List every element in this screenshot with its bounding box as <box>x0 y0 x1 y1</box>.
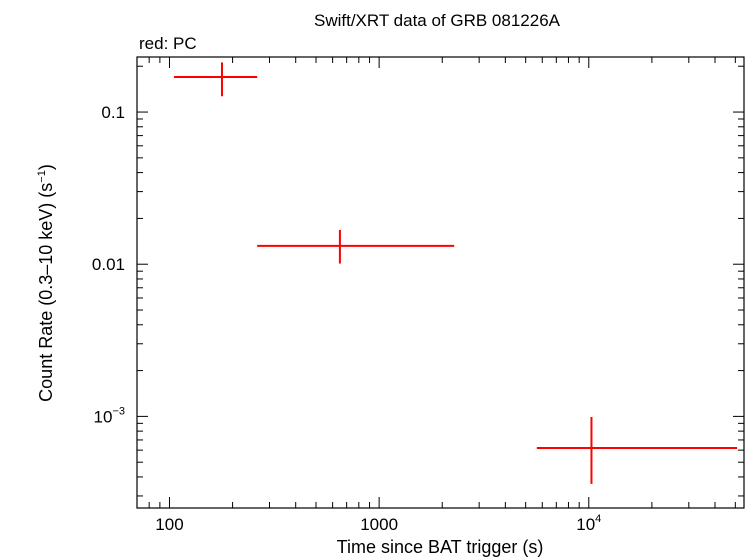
y-tick-label: 10−3 <box>94 405 125 426</box>
y-tick-label: 0.1 <box>101 103 125 122</box>
y-axis-label-sup: −1 <box>36 170 48 183</box>
y-axis-label-main: Count Rate (0.3–10 keV) (s <box>36 183 56 402</box>
x-axis-label: Time since BAT trigger (s) <box>337 537 544 557</box>
chart-title: Swift/XRT data of GRB 081226A <box>314 11 561 30</box>
x-tick-label: 1000 <box>360 515 398 534</box>
tick-labels: 100 1000 104 0.1 0.01 10−3 <box>92 103 601 534</box>
x-tick-label: 104 <box>576 513 601 534</box>
data-points <box>173 62 738 484</box>
y-axis-label: Count Rate (0.3–10 keV) (s−1) <box>36 164 56 402</box>
axis-ticks <box>136 57 744 508</box>
x-tick-label: 100 <box>155 515 183 534</box>
y-tick-label: 0.01 <box>92 255 125 274</box>
plot-frame <box>136 56 745 509</box>
chart-subtitle: red: PC <box>139 34 197 53</box>
y-axis-label-close: ) <box>36 164 56 170</box>
